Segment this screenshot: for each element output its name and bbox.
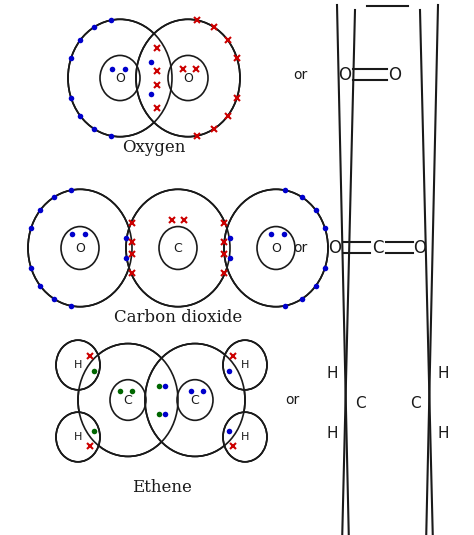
Ellipse shape [223, 412, 267, 462]
Text: C: C [173, 241, 182, 255]
Text: O: O [328, 239, 341, 257]
Ellipse shape [136, 19, 240, 136]
Text: C: C [191, 394, 200, 407]
Ellipse shape [145, 343, 245, 456]
Ellipse shape [224, 189, 328, 307]
Text: H: H [241, 432, 249, 442]
Text: O: O [183, 72, 193, 85]
Text: or: or [293, 241, 307, 255]
Text: Ethene: Ethene [132, 479, 192, 496]
Text: H: H [241, 360, 249, 370]
Text: or: or [293, 68, 307, 82]
Ellipse shape [223, 340, 267, 390]
Text: C: C [410, 395, 420, 410]
Text: C: C [372, 239, 384, 257]
Text: or: or [285, 393, 299, 407]
Text: O: O [271, 241, 281, 255]
Ellipse shape [56, 340, 100, 390]
Text: O: O [389, 66, 401, 84]
Text: Oxygen: Oxygen [122, 140, 186, 157]
Text: O: O [115, 72, 125, 85]
Text: H: H [74, 360, 82, 370]
Ellipse shape [68, 19, 172, 136]
Text: Carbon dioxide: Carbon dioxide [114, 310, 242, 326]
Text: H: H [326, 365, 338, 380]
Text: H: H [437, 425, 449, 440]
Text: O: O [413, 239, 427, 257]
Text: H: H [74, 432, 82, 442]
Text: H: H [437, 365, 449, 380]
Text: O: O [338, 66, 352, 84]
Text: C: C [355, 395, 365, 410]
Ellipse shape [126, 189, 230, 307]
Ellipse shape [28, 189, 132, 307]
Text: C: C [124, 394, 132, 407]
Ellipse shape [56, 412, 100, 462]
Text: H: H [326, 425, 338, 440]
Ellipse shape [78, 343, 178, 456]
Text: O: O [75, 241, 85, 255]
